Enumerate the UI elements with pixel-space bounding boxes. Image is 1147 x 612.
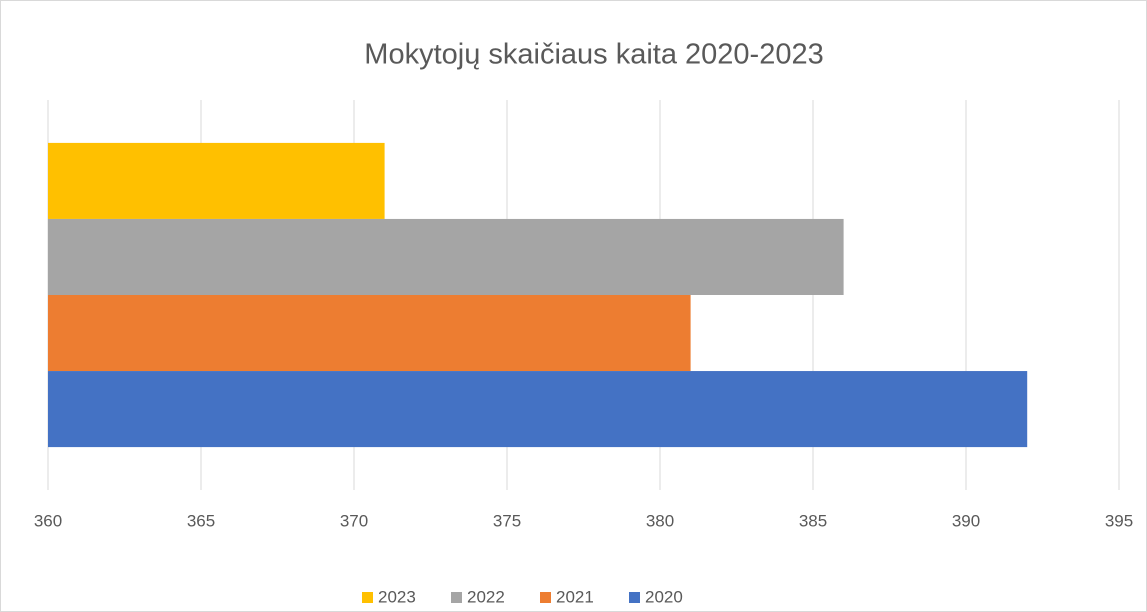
bar bbox=[48, 218, 844, 295]
legend-swatch bbox=[540, 592, 551, 603]
legend-label: 2020 bbox=[645, 587, 683, 606]
x-tick-label: 380 bbox=[646, 511, 674, 530]
bar bbox=[48, 142, 385, 219]
x-tick-label: 370 bbox=[340, 511, 368, 530]
x-tick-label: 365 bbox=[187, 511, 215, 530]
legend-swatch bbox=[451, 592, 462, 603]
chart-title: Mokytojų skaičiaus kaita 2020-2023 bbox=[364, 39, 823, 71]
x-tick-label: 395 bbox=[1105, 511, 1133, 530]
legend-swatch bbox=[362, 592, 373, 603]
x-tick-label: 375 bbox=[493, 511, 521, 530]
legend-label: 2021 bbox=[556, 587, 594, 606]
legend-label: 2022 bbox=[467, 587, 505, 606]
x-tick-label: 390 bbox=[952, 511, 980, 530]
bar bbox=[48, 295, 691, 372]
x-tick-label: 360 bbox=[34, 511, 62, 530]
bar bbox=[48, 371, 1028, 448]
x-tick-label: 385 bbox=[799, 511, 827, 530]
legend-label: 2023 bbox=[378, 587, 416, 606]
legend-swatch bbox=[629, 592, 640, 603]
